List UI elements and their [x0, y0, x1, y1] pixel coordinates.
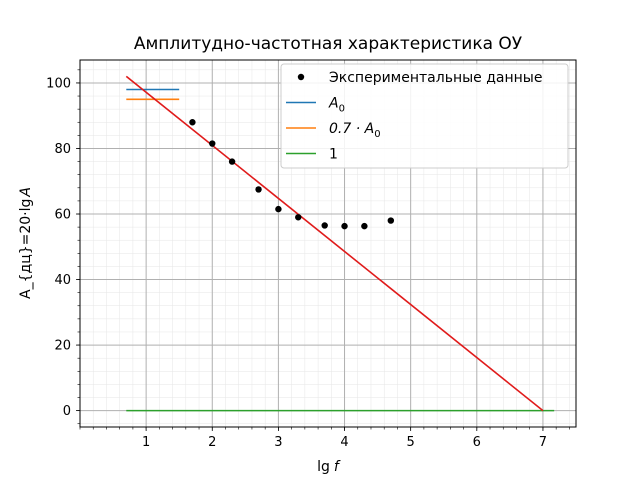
y-axis-label-var: A: [18, 187, 34, 198]
x-tick-label: 6: [473, 435, 481, 450]
plot-frame: [79, 59, 577, 428]
legend-box: [280, 63, 569, 169]
y-axis-label-main: A_{дц}=20·lg: [18, 199, 34, 299]
y-tick-label: 100: [46, 76, 71, 91]
data-point: [189, 119, 196, 126]
series-layer: [125, 75, 555, 412]
x-axis-label-main: lg: [317, 459, 330, 475]
legend-label-main: A: [328, 96, 339, 112]
approximation-line: [125, 75, 544, 412]
x-tick-label: 3: [274, 435, 282, 450]
data-point: [321, 222, 328, 229]
x-axis-label: lg f: [317, 459, 341, 475]
y-axis-label: A_{дц}=20·lgA: [18, 187, 34, 299]
data-point: [387, 217, 395, 224]
legend-label-subscript: 0: [339, 104, 345, 115]
legend-marker-dot: [297, 73, 305, 81]
y-tick-label: 20: [54, 339, 71, 354]
legend-label: 1: [329, 147, 338, 163]
y-tick-label: 0: [63, 404, 71, 419]
x-tick-label: 7: [539, 435, 547, 450]
legend-label-main: 0.7 · A: [329, 121, 374, 137]
legend-label: A0: [328, 96, 345, 115]
legend-label-main: 1: [329, 147, 338, 163]
data-point: [228, 158, 236, 165]
data-point: [341, 222, 348, 230]
data-point: [275, 205, 282, 213]
x-tick-label: 4: [340, 435, 348, 450]
y-tick-label: 80: [54, 142, 71, 157]
legend-label-subscript: 0: [374, 129, 380, 140]
data-point: [209, 140, 216, 147]
x-tick-label: 2: [208, 435, 216, 450]
x-axis-label-var: f: [334, 459, 341, 475]
data-point: [255, 186, 262, 193]
legend-label-main: Экспериментальные данные: [329, 70, 542, 86]
data-point: [361, 222, 368, 230]
legend-label: Экспериментальные данные: [329, 70, 542, 86]
chart-title: Амплитудно-частотная характеристика ОУ: [134, 34, 523, 54]
x-tick-label: 1: [142, 435, 150, 450]
data-point: [295, 214, 302, 221]
y-tick-label: 60: [54, 208, 71, 223]
x-tick-label: 5: [407, 435, 415, 450]
y-tick-label: 40: [54, 273, 71, 288]
legend-label: 0.7 · A0: [329, 121, 381, 140]
